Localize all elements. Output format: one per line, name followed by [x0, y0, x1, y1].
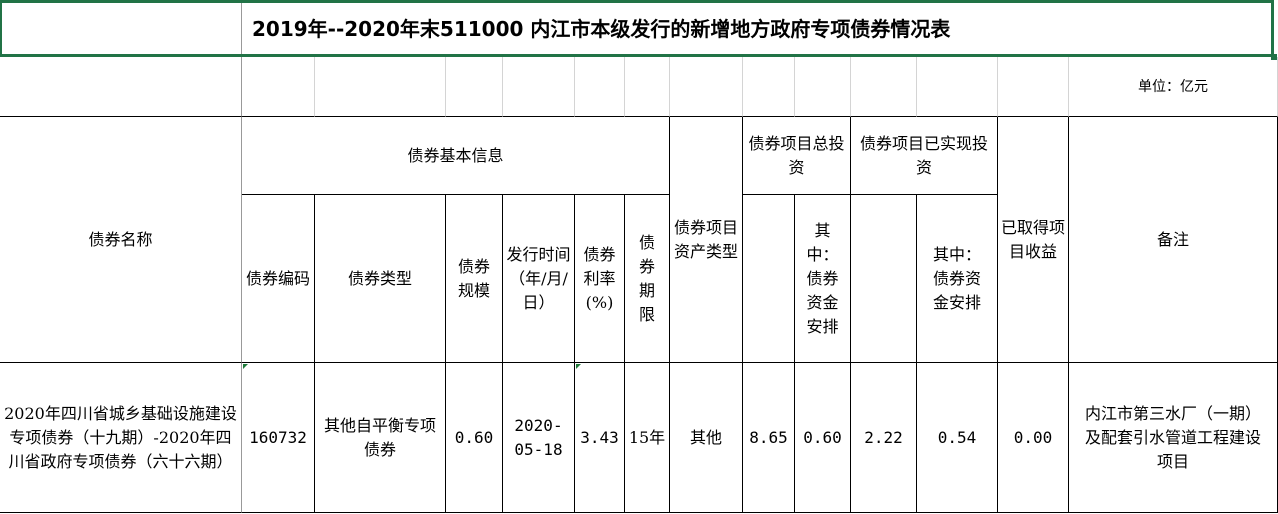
cell-blank[interactable]	[998, 57, 1069, 117]
cell-remark[interactable]: 内江市第三水厂（一期）及配套引水管道工程建设项目	[1069, 363, 1278, 513]
cell-asset-type[interactable]: 其他	[670, 363, 743, 513]
error-indicator-icon	[576, 364, 581, 369]
cell-blank[interactable]	[743, 195, 795, 363]
cell-term[interactable]: 15年	[625, 363, 670, 513]
cell-bond-type[interactable]: 其他自平衡专项债券	[315, 363, 446, 513]
cell-blank[interactable]	[446, 57, 503, 117]
header-realized-invest[interactable]: 债券项目已实现投资	[851, 117, 998, 195]
cell-income[interactable]: 0.00	[998, 363, 1069, 513]
header-term[interactable]: 债券期限	[625, 195, 670, 363]
cell-blank[interactable]	[0, 57, 242, 117]
header-total-invest-bond[interactable]: 其中：债券资金安排	[795, 195, 851, 363]
cell-blank[interactable]	[851, 195, 917, 363]
sheet-title[interactable]: 2019年--2020年末511000 内江市本级发行的新增地方政府专项债券情况…	[252, 16, 951, 41]
cell-total-invest-bond[interactable]: 0.60	[795, 363, 851, 513]
header-realized-invest-bond[interactable]: 其中：债券资金安排	[917, 195, 998, 363]
unit-label[interactable]: 单位：亿元	[1069, 57, 1278, 117]
cell-blank[interactable]	[917, 57, 998, 117]
cell-blank[interactable]	[625, 57, 670, 117]
cell-blank[interactable]	[242, 57, 315, 117]
cell-realized-invest[interactable]: 2.22	[851, 363, 917, 513]
cell-realized-invest-bond[interactable]: 0.54	[917, 363, 998, 513]
cell-rate[interactable]: 3.43	[575, 363, 625, 513]
cell-blank[interactable]	[851, 57, 917, 117]
header-asset-type[interactable]: 债券项目资产类型	[670, 117, 743, 363]
cell-total-invest[interactable]: 8.65	[743, 363, 795, 513]
header-remark[interactable]: 备注	[1069, 117, 1278, 363]
cell-blank[interactable]	[0, 0, 242, 57]
header-bond-scale[interactable]: 债券规模	[446, 195, 503, 363]
fill-handle[interactable]	[1271, 54, 1277, 60]
header-basic-info[interactable]: 债券基本信息	[242, 117, 670, 195]
header-issue-date[interactable]: 发行时间（年/月/日）	[503, 195, 575, 363]
header-bond-code[interactable]: 债券编码	[242, 195, 315, 363]
header-rate[interactable]: 债券利率(%)	[575, 195, 625, 363]
cell-blank[interactable]	[315, 57, 446, 117]
cell-blank[interactable]	[503, 57, 575, 117]
cell-issue-date[interactable]: 2020-05-18	[503, 363, 575, 513]
cell-blank[interactable]	[670, 57, 743, 117]
header-total-invest[interactable]: 债券项目总投资	[743, 117, 851, 195]
header-bond-name[interactable]: 债券名称	[0, 117, 242, 363]
cell-bond-code[interactable]: 160732	[242, 363, 315, 513]
cell-blank[interactable]	[575, 57, 625, 117]
cell-blank[interactable]	[795, 57, 851, 117]
cell-blank[interactable]	[743, 57, 795, 117]
cell-bond-name[interactable]: 2020年四川省城乡基础设施建设专项债券（十九期）-2020年四川省政府专项债券…	[0, 363, 242, 513]
cell-bond-scale[interactable]: 0.60	[446, 363, 503, 513]
header-bond-type[interactable]: 债券类型	[315, 195, 446, 363]
header-income[interactable]: 已取得项目收益	[998, 117, 1069, 363]
error-indicator-icon	[243, 364, 248, 369]
